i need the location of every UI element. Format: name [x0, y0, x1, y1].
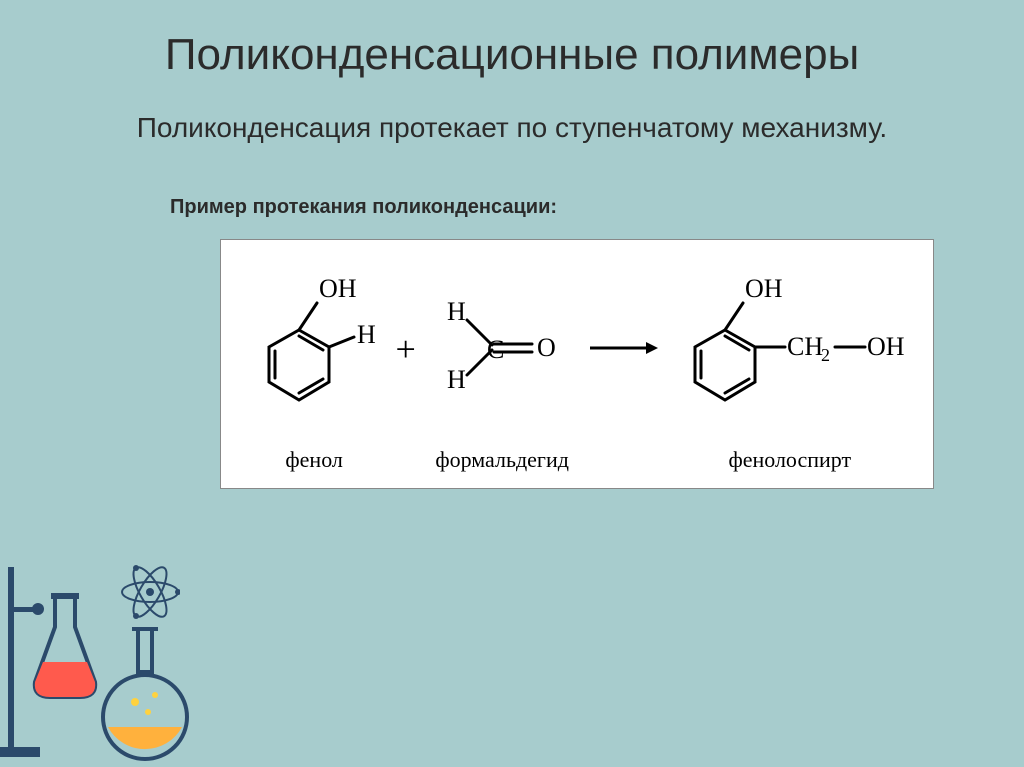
svg-text:OH: OH: [745, 274, 783, 303]
round-flask-icon: [100, 627, 190, 767]
svg-text:H: H: [447, 365, 466, 394]
reaction-arrow: [588, 332, 658, 366]
molecule-phenol-alcohol: OH CH 2 OH фенолоспирт: [675, 260, 905, 473]
phenol-alcohol-label: фенолоспирт: [728, 447, 851, 473]
svg-text:C: C: [487, 335, 504, 364]
molecule-formaldehyde: H H C O формальдегид: [432, 260, 572, 473]
svg-text:H: H: [447, 297, 466, 326]
svg-text:2: 2: [821, 345, 830, 365]
svg-text:OH: OH: [867, 332, 905, 361]
phenol-structure: OH H: [249, 265, 379, 435]
plus-sign: +: [395, 328, 415, 370]
slide-title: Поликонденсационные полимеры: [50, 30, 974, 80]
formaldehyde-structure: H H C O: [432, 290, 572, 410]
flask-icon: [25, 587, 105, 707]
svg-text:O: O: [537, 333, 556, 362]
atom-icon: [120, 562, 180, 622]
phenol-alcohol-structure: OH CH 2 OH: [675, 265, 905, 435]
example-label: Пример протекания поликонденсации:: [170, 196, 974, 219]
molecule-phenol: OH H фенол: [249, 260, 379, 473]
svg-text:H: H: [357, 320, 376, 349]
svg-text:CH: CH: [787, 332, 823, 361]
reaction-box: OH H фенол + H H: [220, 239, 934, 489]
phenol-label: фенол: [285, 447, 342, 473]
formaldehyde-label: формальдегид: [435, 447, 569, 473]
svg-text:OH: OH: [319, 274, 357, 303]
slide: Поликонденсационные полимеры Поликонденс…: [0, 0, 1024, 767]
slide-subtitle: Поликонденсация протекает по ступенчатом…: [50, 110, 974, 146]
